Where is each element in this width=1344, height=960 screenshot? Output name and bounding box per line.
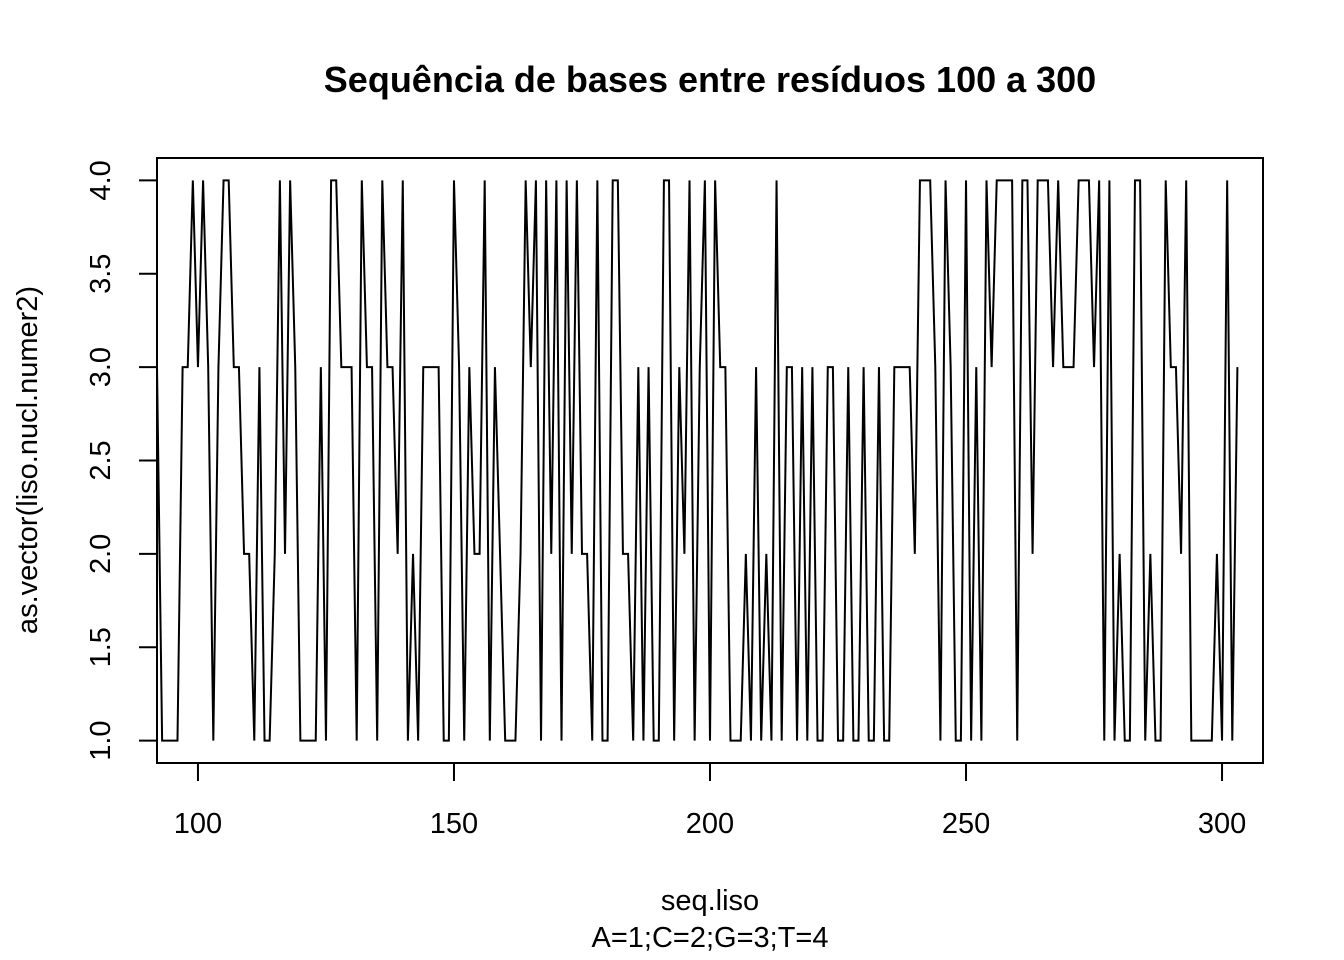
y-tick-label: 2.5 [85,440,117,480]
x-axis: 100 150 200 250 300 [174,762,1246,840]
y-tick-label: 3.0 [85,347,117,387]
x-axis-label: seq.liso [661,885,759,917]
y-axis: 1.0 1.5 2.0 2.5 3.0 3.5 4.0 [85,160,158,761]
chart-title: Sequência de bases entre resíduos 100 a … [324,59,1096,100]
series-line [156,179,1239,742]
x-tick-label: 200 [686,808,734,840]
y-axis-label: as.vector(liso.nucl.numer2) [12,286,44,634]
x-tick-label: 250 [942,808,990,840]
y-tick-label: 2.0 [85,534,117,574]
y-tick-label: 3.5 [85,254,117,294]
x-tick-label: 150 [430,808,478,840]
x-axis-sublabel: A=1;C=2;G=3;T=4 [592,922,829,954]
x-tick-label: 100 [174,808,222,840]
y-tick-label: 4.0 [85,160,117,200]
x-tick-label: 300 [1198,808,1246,840]
y-tick-label: 1.5 [85,627,117,667]
y-tick-label: 1.0 [85,720,117,760]
